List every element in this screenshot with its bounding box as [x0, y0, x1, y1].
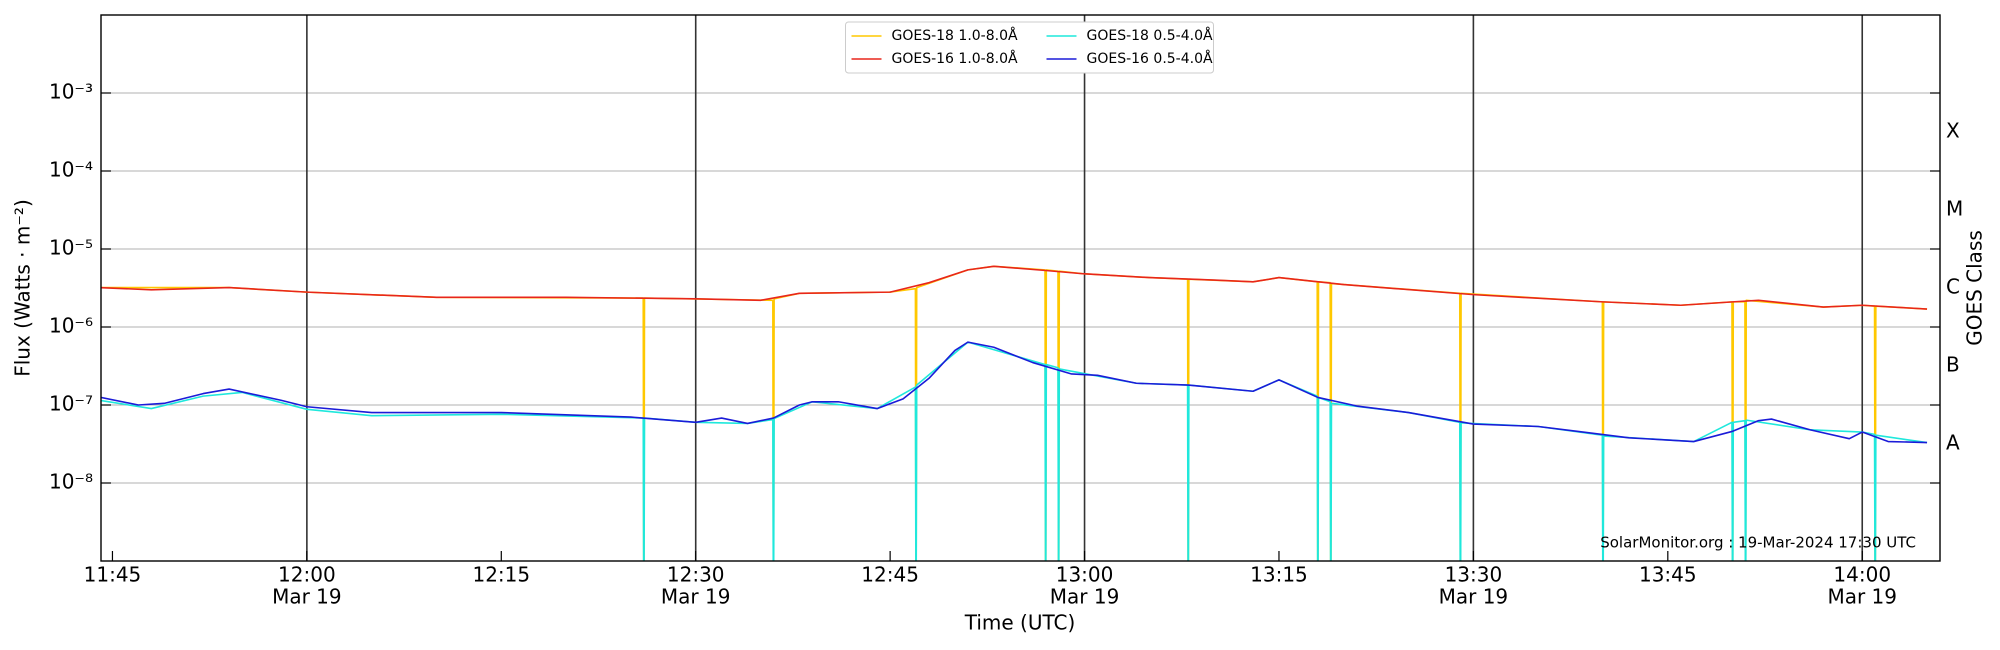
plot-frame [100, 14, 1941, 562]
x-tick-label: 11:45 [84, 563, 142, 587]
x-tick-date: Mar 19 [1439, 585, 1509, 609]
x-axis-label: Time (UTC) [964, 611, 1076, 635]
x-tick-label: 12:00 [278, 563, 336, 587]
y-tick-label: 10⁻⁴ [49, 158, 93, 182]
grid [101, 15, 1940, 561]
legend-label: GOES-18 1.0-8.0Å [892, 27, 1018, 44]
plot-lines [101, 265, 1928, 561]
x-tick-label: 14:00 [1833, 563, 1891, 587]
goes-class-label: M [1946, 197, 1963, 221]
y-tick-label: 10⁻⁸ [49, 470, 93, 494]
goes-class-label: A [1946, 431, 1960, 455]
y-axis-label: Flux (Watts · m⁻²) [11, 199, 35, 377]
x-tick-label: 12:45 [861, 563, 919, 587]
y-tick-label: 10⁻⁶ [49, 314, 93, 338]
legend-label: GOES-16 0.5-4.0Å [1087, 50, 1213, 67]
x-tick-label: 13:30 [1445, 563, 1503, 587]
x-tick-label: 12:30 [667, 563, 725, 587]
legend: GOES-18 1.0-8.0Å GOES-16 1.0-8.0Å GOES-18 … [845, 21, 1214, 74]
y-tick-label: 10⁻⁷ [49, 392, 93, 416]
annotation: SolarMonitor.org : 19-Mar-2024 17:30 UTC [1600, 534, 1916, 552]
y-tick-label: 10⁻³ [49, 80, 93, 104]
legend-label: GOES-18 0.5-4.0Å [1087, 27, 1213, 44]
legend-label: GOES-16 1.0-8.0Å [892, 50, 1018, 67]
legend-box [845, 21, 1214, 74]
x-tick-date: Mar 19 [1050, 585, 1120, 609]
series-line [101, 265, 1928, 310]
goes-class-label: X [1946, 119, 1960, 143]
x-tick-label: 13:15 [1250, 563, 1308, 587]
x-tick-date: Mar 19 [661, 585, 731, 609]
series-line [101, 341, 1928, 444]
goes-class-label: B [1946, 353, 1960, 377]
x-tick-date: Mar 19 [1827, 585, 1897, 609]
x-tick-label: 13:00 [1056, 563, 1114, 587]
goes-class-label: C [1946, 275, 1960, 299]
x-tick-label: 13:45 [1639, 563, 1697, 587]
y2-axis-label: GOES Class [1963, 230, 1987, 346]
x-tick-date: Mar 19 [272, 585, 342, 609]
y-tick-label: 10⁻⁵ [49, 236, 93, 260]
x-tick-label: 12:15 [472, 563, 530, 587]
